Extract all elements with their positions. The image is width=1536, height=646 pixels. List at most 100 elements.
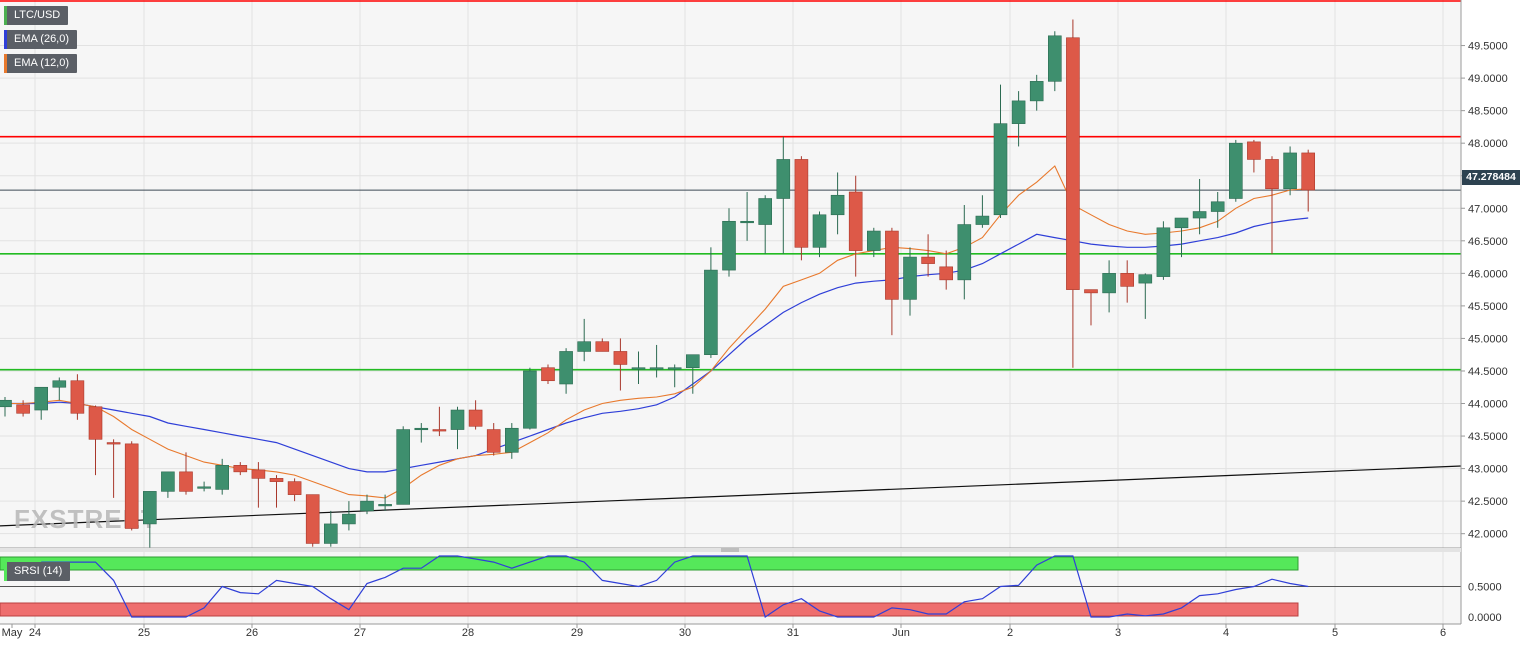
candle-body (88, 406, 103, 440)
candle-body (812, 214, 827, 248)
candle-body (16, 404, 30, 414)
x-tick-label: 27 (354, 627, 366, 639)
candle-body (613, 351, 628, 365)
candle-body (396, 429, 411, 505)
trendline (0, 465, 1462, 527)
legend-ema26-label: EMA (26,0) (14, 33, 70, 45)
x-tick-label: 28 (462, 627, 474, 639)
candle-body (70, 380, 85, 414)
candle-body (595, 341, 610, 352)
candle-body (414, 427, 429, 431)
candle-body (504, 427, 519, 453)
legend-ema12[interactable]: EMA (12,0) (4, 54, 78, 73)
candle-body (667, 367, 682, 370)
candle-body (305, 494, 320, 544)
legend-ema26[interactable]: EMA (26,0) (4, 30, 78, 49)
y-tick-label: 45.0000 (1468, 333, 1508, 345)
legend-srsi-swatch (4, 562, 7, 581)
candle-body (704, 269, 718, 356)
candle-body (179, 471, 193, 492)
candle-body (541, 367, 555, 382)
x-tick-label: Jun (892, 627, 910, 639)
x-tick-label: 4 (1223, 627, 1229, 639)
candle-body (1192, 211, 1207, 219)
candle-body (758, 198, 773, 225)
candle-body (1120, 273, 1134, 287)
oscillator-line-layer (41, 555, 1309, 618)
candle-body (1265, 159, 1279, 190)
y-tick-label: 44.0000 (1468, 399, 1508, 411)
candle-body (486, 429, 501, 453)
legend-symbol-label: LTC/USD (14, 9, 61, 21)
candle-body (1102, 273, 1116, 294)
legend-srsi-label: SRSI (14) (14, 565, 63, 577)
candle-body (215, 465, 229, 490)
legend-symbol-swatch (4, 6, 7, 25)
y-tick-label: 48.5000 (1468, 106, 1508, 118)
y-tick-label: 45.5000 (1468, 301, 1508, 313)
srsi-overbought-band (0, 556, 1299, 571)
current-price-tag: 47.278484 (1462, 170, 1520, 185)
candle-body (1174, 217, 1189, 229)
x-tick-label: 6 (1440, 627, 1446, 639)
candle-body (269, 478, 284, 482)
x-tick-label: 30 (679, 627, 691, 639)
candle-body (106, 442, 121, 445)
candle-body (523, 370, 537, 429)
x-tick-label: 5 (1332, 627, 1338, 639)
candle-body (233, 465, 248, 473)
srsi-tick-label: 0.0000 (1468, 612, 1502, 624)
candle-body (649, 367, 664, 370)
srsi-line (41, 555, 1309, 618)
candle-body (1283, 152, 1297, 190)
candle-body (1210, 201, 1225, 212)
candle-body (885, 230, 899, 300)
trendline-layer (0, 465, 1462, 527)
srsi-tick-label: 0.5000 (1468, 582, 1502, 594)
candle-body (577, 341, 592, 352)
candle-body (631, 367, 646, 370)
x-tick-label: 24 (29, 627, 41, 639)
candle-layer (0, 19, 1315, 550)
candle-body (957, 224, 972, 281)
y-tick-label: 49.0000 (1468, 73, 1508, 85)
candle-body (161, 471, 175, 492)
candle-body (143, 491, 157, 525)
candle-body (866, 230, 881, 251)
candle-body (450, 409, 465, 430)
y-tick-label: 46.5000 (1468, 236, 1508, 248)
candle-body (1229, 142, 1243, 199)
y-tick-label: 49.5000 (1468, 41, 1508, 53)
pane-resize-handle[interactable] (721, 548, 739, 552)
candle-body (848, 191, 863, 251)
main-plot-background (0, 0, 1461, 548)
legend-srsi[interactable]: SRSI (14) (4, 562, 71, 581)
candle-body (287, 481, 302, 495)
candle-body (52, 380, 67, 388)
candle-body (1247, 141, 1261, 160)
y-tick-label: 46.0000 (1468, 268, 1508, 280)
legend-symbol[interactable]: LTC/USD (4, 6, 69, 25)
candle-body (378, 504, 392, 507)
candle-body (1066, 37, 1080, 290)
candle-body (685, 354, 700, 369)
x-tick-label: 25 (138, 627, 150, 639)
candle-body (722, 220, 736, 271)
candle-body (1301, 152, 1315, 191)
candle-body (251, 469, 266, 479)
candle-body (432, 429, 447, 432)
candle-body (1084, 289, 1098, 294)
candle-body (559, 351, 573, 385)
x-tick-label: May (2, 627, 23, 639)
y-tick-label: 48.0000 (1468, 138, 1508, 150)
candle-body (1138, 274, 1153, 284)
y-tick-label: 43.0000 (1468, 464, 1508, 476)
y-tick-label: 47.0000 (1468, 203, 1508, 215)
y-tick-label: 43.5000 (1468, 431, 1508, 443)
x-tick-label: 29 (571, 627, 583, 639)
candle-body (776, 159, 791, 199)
srsi-oversold-band (0, 602, 1299, 617)
candle-body (34, 386, 49, 411)
candle-body (1011, 100, 1026, 124)
